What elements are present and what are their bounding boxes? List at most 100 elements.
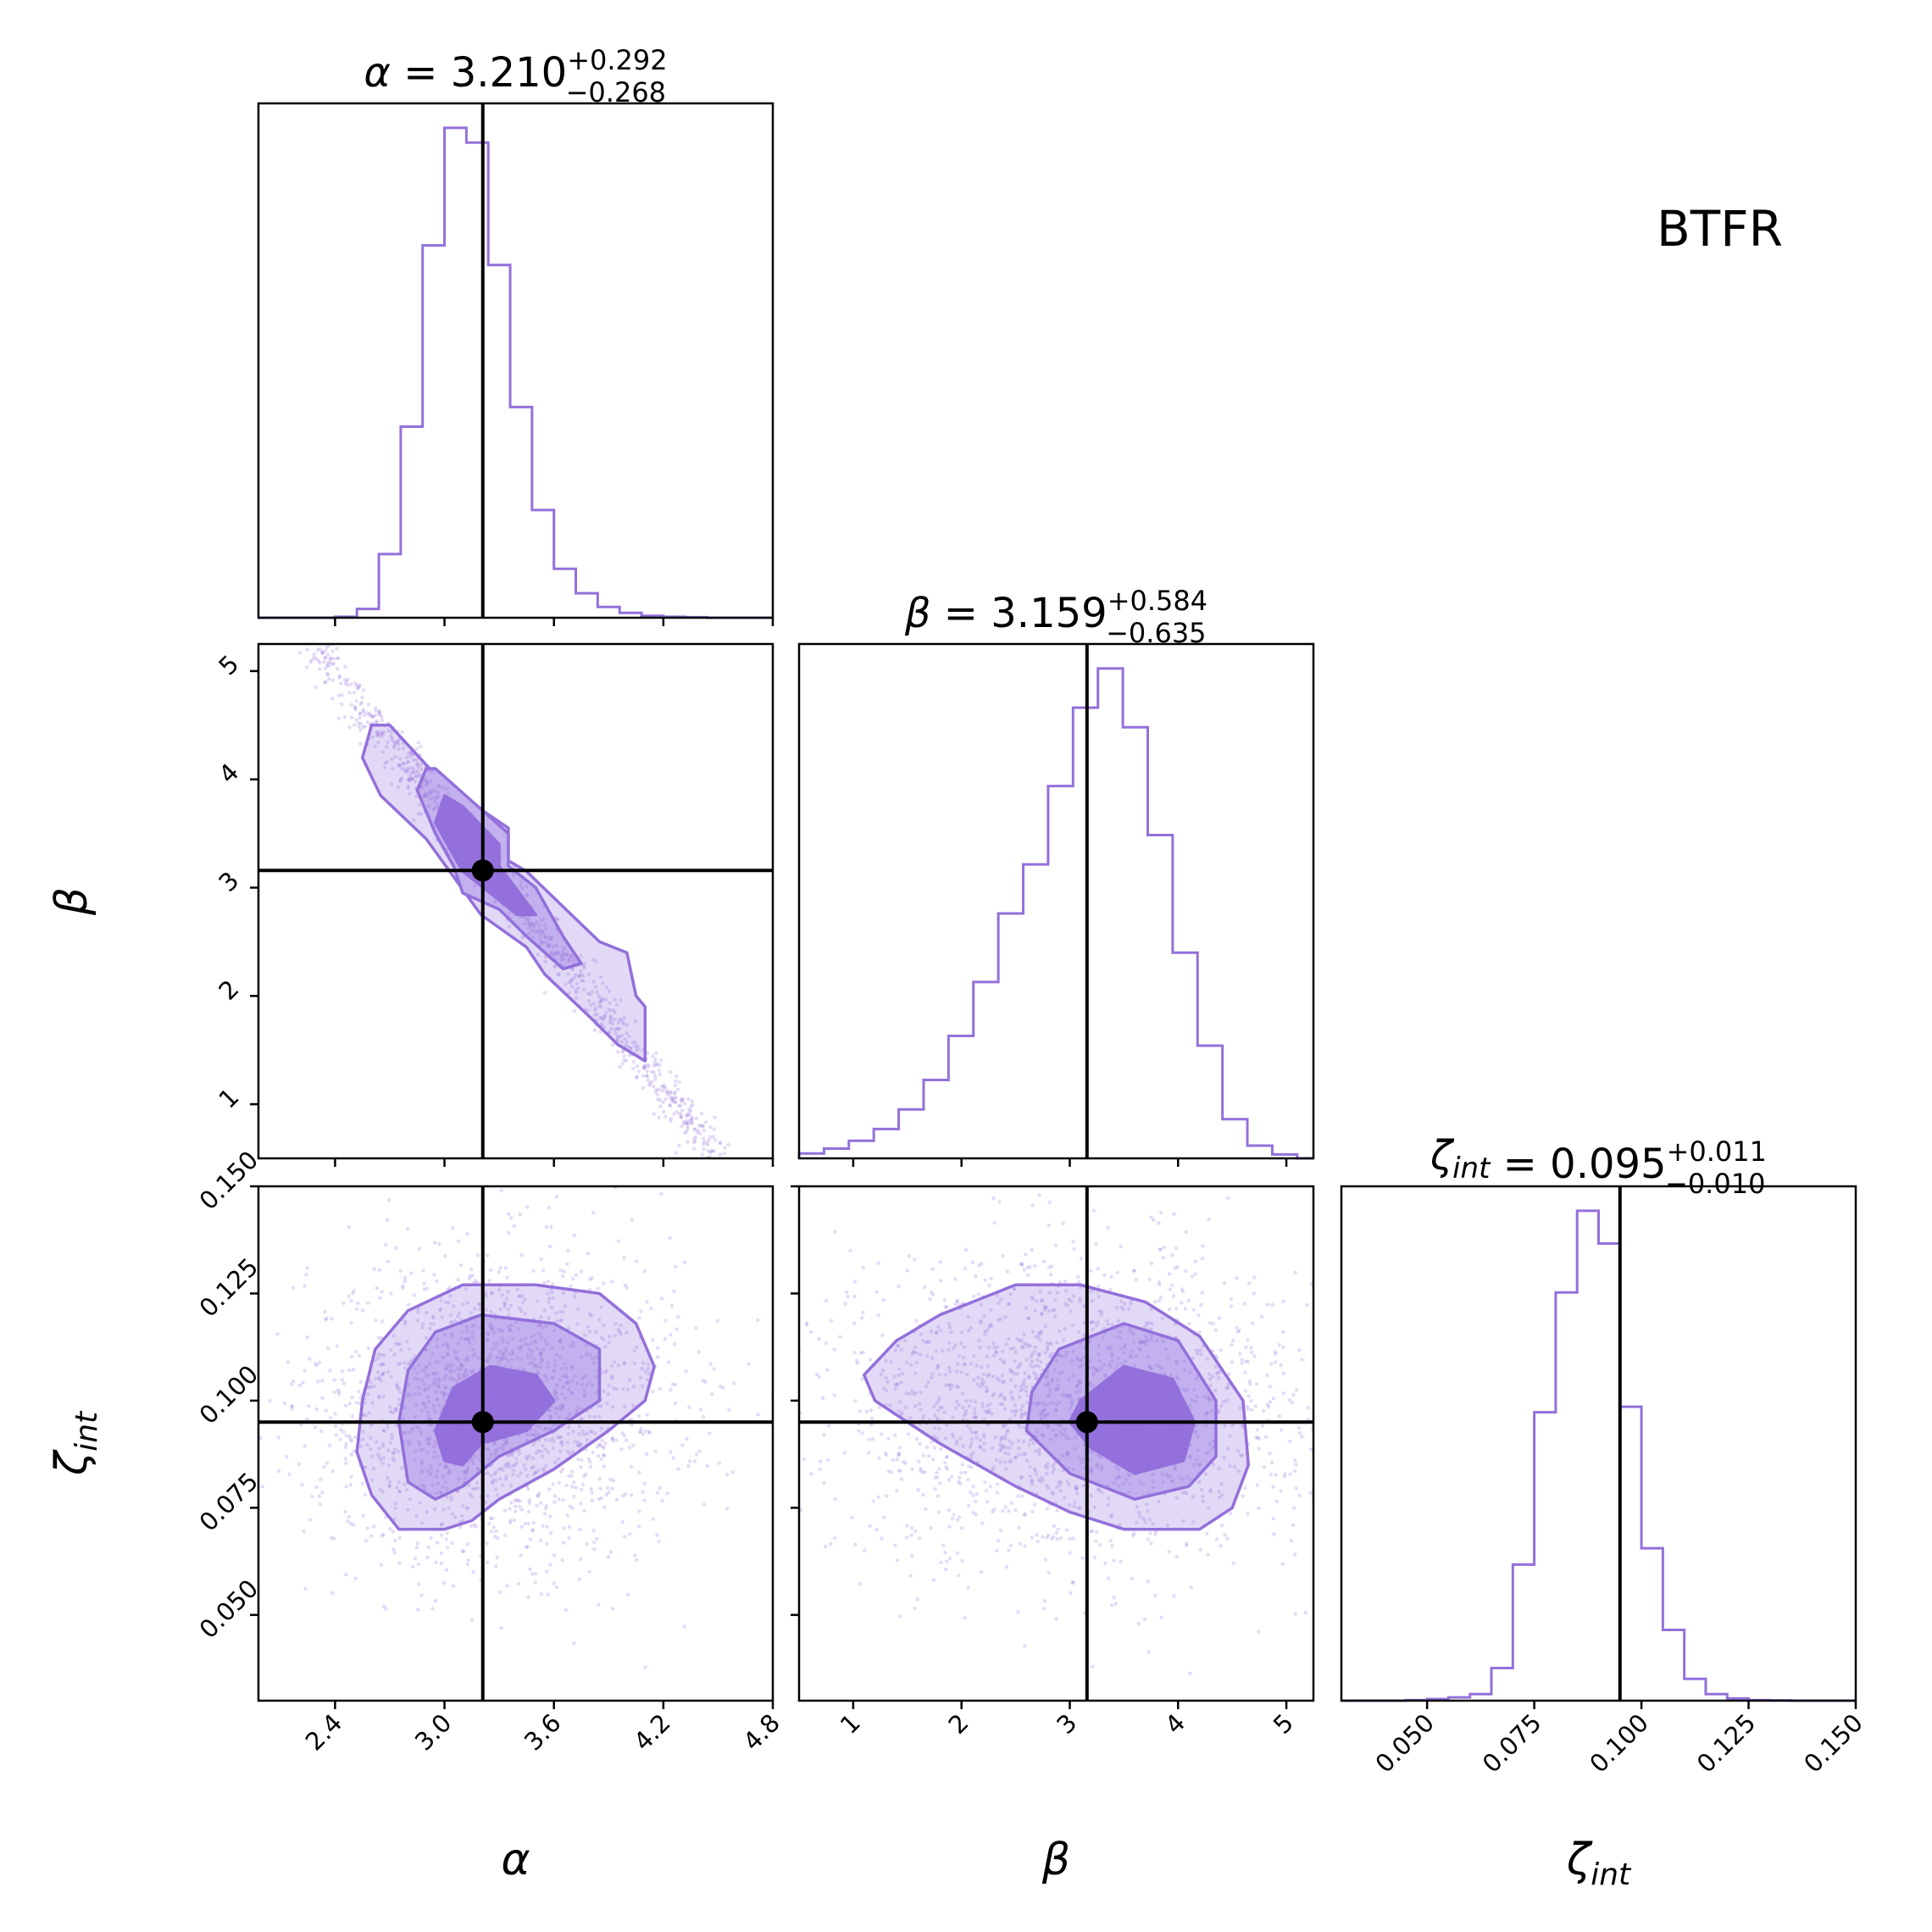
scatter-point [559,1318,564,1323]
scatter-point [501,1443,506,1448]
scatter-point [725,1163,729,1167]
scatter-point [985,1389,989,1393]
scatter-point [398,735,402,740]
scatter-point [1222,1281,1227,1285]
scatter-point [1252,1275,1257,1280]
scatter-point [458,1520,462,1524]
scatter-point [1205,1410,1210,1415]
scatter-point [616,1328,620,1332]
scatter-point [449,1387,453,1391]
scatter-point [301,1380,305,1385]
scatter-point [1002,1380,1007,1384]
scatter-point [466,1357,470,1362]
scatter-point [882,1515,886,1519]
scatter-point [521,933,525,938]
scatter-point [1160,1316,1165,1321]
scatter-point [1174,1374,1179,1380]
scatter-point [401,762,405,766]
scatter-point [597,1602,601,1607]
scatter-point [545,1541,549,1546]
scatter-point [380,1372,385,1377]
scatter-point [595,1019,599,1023]
scatter-point [291,1379,296,1384]
scatter-point [919,1352,923,1357]
scatter-point [1139,1389,1143,1394]
scatter-point [1153,1593,1158,1598]
scatter-point [1207,1372,1212,1376]
scatter-point [697,1123,702,1128]
scatter-point [1150,1321,1154,1326]
scatter-point [606,1392,610,1396]
scatter-point [957,1480,961,1484]
scatter-point [598,1367,603,1372]
scatter-point [508,1303,514,1308]
scatter-point [526,1521,530,1526]
x-tick-label: 3.6 [519,1708,567,1757]
scatter-point [1088,1320,1093,1325]
scatter-point [1142,1339,1146,1344]
scatter-point [511,1450,516,1454]
scatter-point [974,1414,978,1419]
scatter-point [608,1477,613,1482]
scatter-point [456,1382,460,1386]
scatter-point [867,1451,871,1455]
scatter-point [609,1374,614,1379]
scatter-point [484,1438,489,1442]
scatter-point [1100,1439,1104,1443]
scatter-point [624,1492,628,1496]
scatter-point [662,1109,666,1114]
scatter-point [914,1437,919,1441]
scatter-point [611,1479,616,1483]
scatter-point [496,881,501,886]
scatter-point [1255,1483,1260,1487]
scatter-point [1203,1472,1208,1476]
scatter-point [978,1346,982,1350]
scatter-point [446,1430,451,1435]
scatter-point [1218,1368,1223,1373]
scatter-point [473,884,477,888]
scatter-point [467,1335,471,1341]
scatter-point [625,1330,629,1335]
scatter-point [415,1319,419,1323]
scatter-point [318,1502,323,1507]
scatter-point [658,1058,663,1063]
scatter-point [677,1080,682,1085]
scatter-point [579,969,583,974]
scatter-point [1192,1387,1196,1391]
scatter-point [1108,1375,1113,1380]
scatter-point [1157,1221,1161,1225]
scatter-point [988,1323,993,1327]
scatter-point [608,1018,613,1023]
scatter-point [382,730,386,734]
scatter-point [302,1530,306,1534]
scatter-point [1167,1272,1172,1276]
scatter-point [1255,1428,1259,1432]
scatter-point [457,1460,462,1464]
scatter-point [370,1454,375,1458]
scatter-point [560,1467,565,1471]
scatter-point [323,666,328,670]
scatter-point [1003,1423,1008,1427]
scatter-point [424,779,429,784]
scatter-point [1050,1378,1055,1382]
scatter-point [452,1349,457,1353]
scatter-point [909,1553,914,1557]
scatter-point [380,1362,385,1366]
scatter-point [478,1449,482,1453]
scatter-point [1119,1335,1124,1341]
scatter-point [400,1317,404,1322]
scatter-point [526,1487,530,1491]
scatter-point [289,1382,294,1386]
scatter-point [864,1409,869,1413]
scatter-point [654,1051,658,1055]
scatter-point [502,1416,507,1421]
scatter-point [433,799,437,804]
scatter-point [1096,1352,1101,1357]
scatter-point [529,1341,534,1346]
scatter-point [1023,1452,1028,1456]
scatter-point [448,1370,452,1374]
scatter-point [709,1149,714,1153]
scatter-point [1123,1302,1127,1306]
scatter-point [428,1471,432,1475]
scatter-point [1184,1230,1188,1235]
